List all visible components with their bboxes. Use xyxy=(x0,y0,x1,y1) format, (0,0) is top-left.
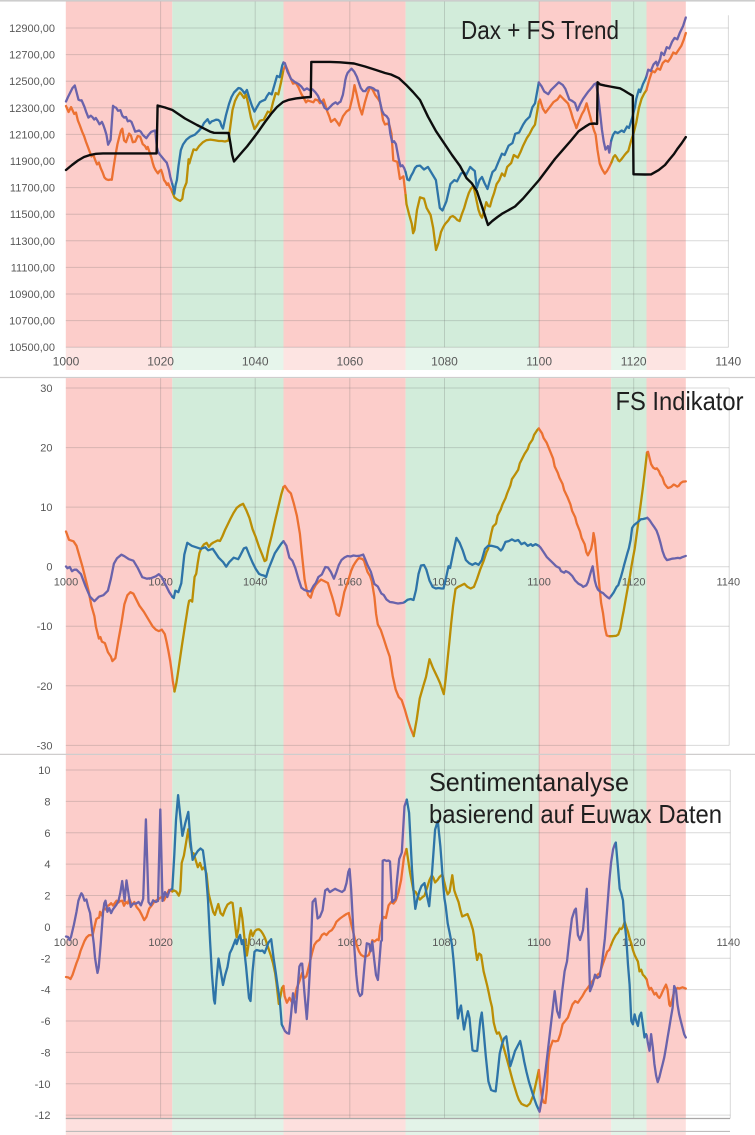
svg-text:12300,00: 12300,00 xyxy=(9,103,55,115)
svg-text:1020: 1020 xyxy=(148,937,172,949)
svg-text:-4: -4 xyxy=(41,985,51,997)
svg-text:12500,00: 12500,00 xyxy=(9,76,55,88)
svg-text:1000: 1000 xyxy=(54,577,78,589)
svg-text:11300,00: 11300,00 xyxy=(10,236,55,248)
svg-text:-2: -2 xyxy=(41,953,51,965)
svg-text:1140: 1140 xyxy=(715,354,741,368)
svg-text:1000: 1000 xyxy=(54,937,78,949)
svg-text:FS Indikator: FS Indikator xyxy=(616,386,744,416)
svg-text:-10: -10 xyxy=(35,1079,51,1091)
svg-text:1120: 1120 xyxy=(621,354,647,368)
svg-text:20: 20 xyxy=(40,443,52,455)
svg-text:11100,00: 11100,00 xyxy=(11,262,55,274)
svg-text:0: 0 xyxy=(46,562,52,574)
svg-text:basierend auf Euwax Daten: basierend auf Euwax Daten xyxy=(429,799,722,829)
svg-text:10: 10 xyxy=(38,765,50,777)
svg-text:1000: 1000 xyxy=(53,354,80,368)
svg-text:1140: 1140 xyxy=(716,937,740,949)
svg-text:12700,00: 12700,00 xyxy=(9,50,55,62)
svg-text:1100: 1100 xyxy=(526,354,552,368)
svg-text:-30: -30 xyxy=(37,740,53,752)
svg-text:10900,00: 10900,00 xyxy=(9,289,55,301)
svg-text:10700,00: 10700,00 xyxy=(9,316,55,328)
svg-text:1040: 1040 xyxy=(243,577,267,589)
svg-text:6: 6 xyxy=(44,828,50,840)
svg-text:1060: 1060 xyxy=(338,577,362,589)
svg-text:Dax + FS Trend: Dax + FS Trend xyxy=(461,15,619,45)
svg-text:1120: 1120 xyxy=(622,577,646,589)
svg-text:-12: -12 xyxy=(35,1110,51,1122)
svg-text:0: 0 xyxy=(44,922,50,934)
svg-text:-8: -8 xyxy=(41,1047,51,1059)
svg-text:1040: 1040 xyxy=(242,354,269,368)
svg-text:-20: -20 xyxy=(37,681,53,693)
svg-text:1080: 1080 xyxy=(431,354,458,368)
svg-text:11900,00: 11900,00 xyxy=(10,156,55,168)
svg-text:8: 8 xyxy=(44,796,50,808)
svg-text:-10: -10 xyxy=(37,621,53,633)
svg-text:2: 2 xyxy=(44,891,50,903)
svg-text:12900,00: 12900,00 xyxy=(9,23,55,35)
svg-text:-6: -6 xyxy=(41,1016,51,1028)
svg-text:1100: 1100 xyxy=(527,577,551,589)
svg-text:10500,00: 10500,00 xyxy=(9,342,55,354)
svg-text:4: 4 xyxy=(44,859,50,871)
svg-text:10: 10 xyxy=(40,502,52,514)
svg-text:1060: 1060 xyxy=(336,354,363,368)
svg-text:11500,00: 11500,00 xyxy=(10,209,55,221)
svg-text:1020: 1020 xyxy=(147,354,174,368)
svg-text:11700,00: 11700,00 xyxy=(10,183,55,195)
svg-text:12100,00: 12100,00 xyxy=(9,129,55,141)
svg-text:1100: 1100 xyxy=(527,937,551,949)
svg-text:1140: 1140 xyxy=(716,577,740,589)
svg-text:30: 30 xyxy=(40,383,52,395)
svg-text:Sentimentanalyse: Sentimentanalyse xyxy=(429,767,629,797)
